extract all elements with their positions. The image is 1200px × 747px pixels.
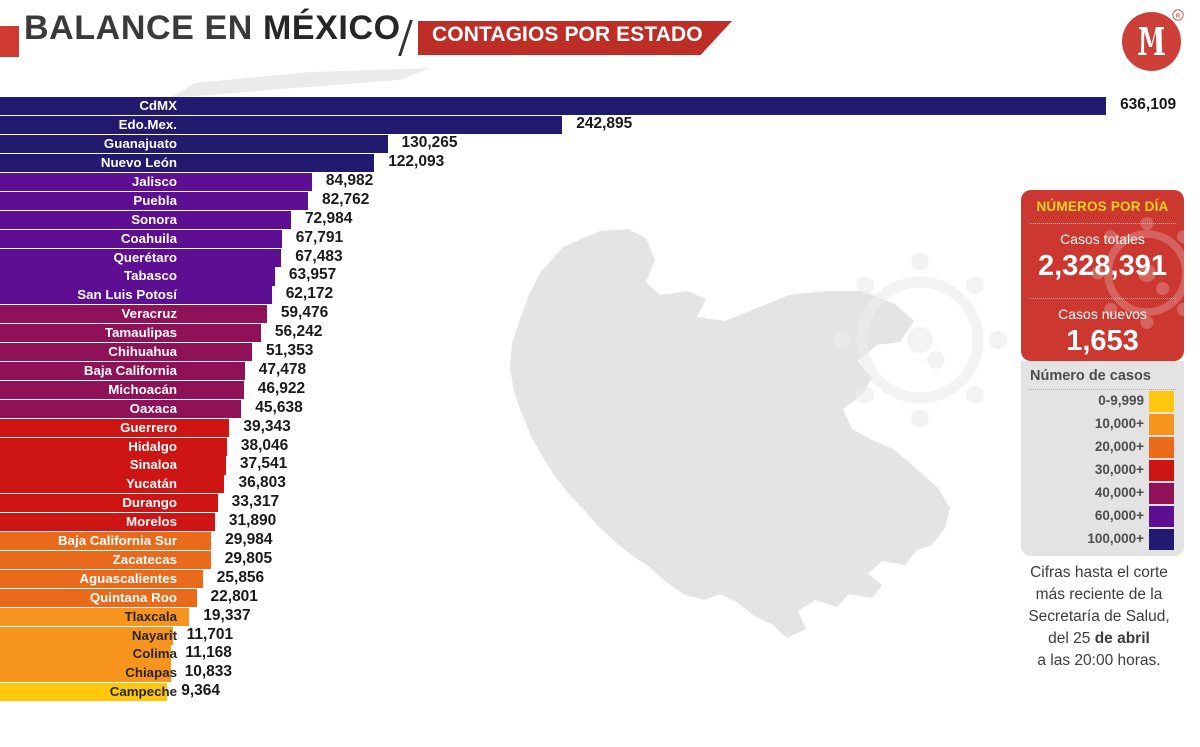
svg-text:R: R (1176, 13, 1180, 19)
